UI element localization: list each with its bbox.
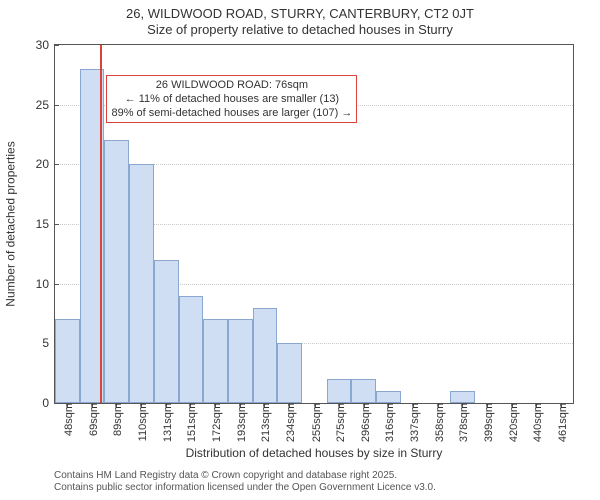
y-tick-label: 15 xyxy=(15,217,55,231)
y-tick-label: 20 xyxy=(15,157,55,171)
histogram-bar xyxy=(327,379,352,403)
x-tick-label: 48sqm xyxy=(59,403,75,436)
chart-title-main: 26, WILDWOOD ROAD, STURRY, CANTERBURY, C… xyxy=(0,6,600,21)
x-tick-label: 358sqm xyxy=(430,403,446,442)
x-tick-label: 378sqm xyxy=(454,403,470,442)
histogram-bar xyxy=(104,140,129,403)
histogram-bar xyxy=(351,379,376,403)
y-tick-label: 25 xyxy=(15,98,55,112)
highlight-line xyxy=(100,45,102,403)
x-tick-label: 213sqm xyxy=(256,403,272,442)
histogram-bar xyxy=(154,260,179,403)
plot-area: 05101520253048sqm69sqm89sqm110sqm131sqm1… xyxy=(54,44,574,404)
x-tick-label: 234sqm xyxy=(281,403,297,442)
x-tick-label: 316sqm xyxy=(380,403,396,442)
x-tick-label: 275sqm xyxy=(331,403,347,442)
footnote: Contains HM Land Registry data © Crown c… xyxy=(54,470,436,494)
y-tick-label: 0 xyxy=(15,396,55,410)
x-tick-label: 420sqm xyxy=(504,403,520,442)
y-tick-label: 5 xyxy=(15,336,55,350)
footnote-line: Contains HM Land Registry data © Crown c… xyxy=(54,470,436,482)
y-tick-label: 10 xyxy=(15,277,55,291)
annotation-line: 89% of semi-detached houses are larger (… xyxy=(111,106,352,120)
x-tick-label: 440sqm xyxy=(528,403,544,442)
chart-container: 26, WILDWOOD ROAD, STURRY, CANTERBURY, C… xyxy=(0,0,600,500)
x-tick-label: 131sqm xyxy=(158,403,174,442)
x-axis-label: Distribution of detached houses by size … xyxy=(54,446,574,460)
x-tick-label: 296sqm xyxy=(356,403,372,442)
histogram-bar xyxy=(203,319,228,403)
annotation-line: 26 WILDWOOD ROAD: 76sqm xyxy=(111,78,352,92)
x-tick-label: 255sqm xyxy=(307,403,323,442)
histogram-bar xyxy=(129,164,154,403)
histogram-bar xyxy=(55,319,80,403)
x-tick-label: 461sqm xyxy=(553,403,569,442)
histogram-bar xyxy=(228,319,253,403)
histogram-bar xyxy=(450,391,475,403)
chart-title-sub: Size of property relative to detached ho… xyxy=(0,22,600,37)
histogram-bar xyxy=(376,391,401,403)
annotation-line: ← 11% of detached houses are smaller (13… xyxy=(111,92,352,106)
y-tick-label: 30 xyxy=(15,38,55,52)
x-tick-label: 69sqm xyxy=(84,403,100,436)
annotation-box: 26 WILDWOOD ROAD: 76sqm← 11% of detached… xyxy=(106,75,357,123)
histogram-bar xyxy=(179,296,204,403)
x-tick-label: 172sqm xyxy=(207,403,223,442)
x-tick-label: 110sqm xyxy=(133,403,149,441)
x-tick-label: 337sqm xyxy=(405,403,421,442)
footnote-line: Contains public sector information licen… xyxy=(54,482,436,494)
histogram-bar xyxy=(253,308,278,403)
x-tick-label: 193sqm xyxy=(232,403,248,442)
x-tick-label: 151sqm xyxy=(182,403,198,442)
x-tick-label: 399sqm xyxy=(479,403,495,442)
x-tick-label: 89sqm xyxy=(108,403,124,436)
histogram-bar xyxy=(277,343,302,403)
